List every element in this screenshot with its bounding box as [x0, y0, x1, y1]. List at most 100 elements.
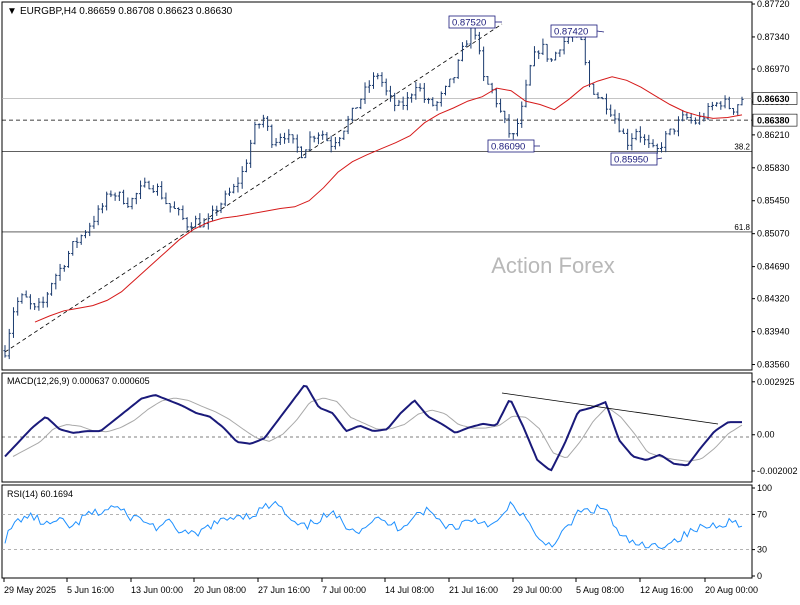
macd-panel-frame [1, 372, 753, 483]
candle [299, 146, 304, 159]
candle [604, 93, 609, 115]
trend-lines [4, 23, 503, 353]
main-panel-frame [1, 1, 753, 371]
candle [304, 149, 308, 159]
candle [617, 112, 621, 133]
candle [338, 137, 342, 147]
candle [524, 79, 528, 108]
candle [100, 203, 105, 214]
candle [736, 104, 740, 116]
candle [672, 128, 676, 135]
macd-line [4, 384, 742, 472]
candle [49, 282, 54, 296]
candle [295, 134, 299, 153]
candle [727, 96, 731, 110]
candle [138, 180, 143, 200]
price-tags: 0.86630 0.86380 [752, 92, 798, 127]
header-arrow-icon: ▼ [7, 6, 17, 17]
candle [71, 241, 75, 256]
price-tick-label: 0.85830 [757, 163, 790, 173]
candle [253, 121, 257, 145]
candle [113, 192, 117, 201]
candle [151, 185, 155, 193]
candle [435, 101, 439, 111]
candle [79, 234, 83, 245]
price-annotation-label: 0.85950 [614, 155, 648, 166]
candle [664, 130, 668, 153]
candle [431, 97, 435, 107]
candle [642, 134, 647, 146]
candlesticks [3, 24, 744, 360]
candle [126, 197, 130, 208]
candle [626, 128, 630, 150]
candle [206, 213, 210, 230]
candle [109, 190, 113, 198]
candle [342, 130, 346, 141]
candle [651, 139, 655, 148]
candle [528, 64, 532, 86]
candle [443, 85, 448, 96]
candle [367, 80, 371, 93]
candle [16, 297, 20, 316]
candle [418, 83, 422, 92]
candle [96, 205, 100, 226]
price-tick-label: 0.83560 [757, 360, 790, 370]
rsi-tick-label: 30 [757, 545, 767, 555]
candle [194, 215, 198, 228]
price-annotation: 0.87420 [550, 24, 605, 38]
time-tick-label: 13 Jun 00:00 [131, 585, 183, 595]
candle [198, 213, 202, 228]
time-axis: 29 May 2025 5 Jun 16:00 13 Jun 00:00 20 Jun… [3, 578, 758, 595]
candle [215, 205, 219, 216]
candle [329, 135, 333, 153]
candle [41, 296, 45, 308]
candle [422, 82, 426, 103]
time-tick-label: 5 Aug 08:00 [576, 585, 624, 595]
candle [384, 78, 388, 96]
support-trendline [4, 23, 503, 353]
candle [210, 205, 215, 222]
candle [520, 101, 524, 128]
candle [592, 83, 596, 95]
price-tick-label: 0.85450 [757, 196, 790, 206]
candle [177, 207, 181, 216]
candle [92, 215, 96, 229]
candle [11, 307, 16, 338]
candle [181, 205, 185, 221]
candle [185, 217, 189, 231]
candle [714, 102, 719, 107]
candle [503, 110, 507, 124]
price-tick-label: 0.87340 [757, 32, 790, 42]
candle [600, 96, 604, 100]
candle [515, 118, 520, 137]
candle [143, 177, 147, 188]
rsi-tick-label: 0 [757, 571, 762, 581]
candle [278, 133, 282, 146]
candle [312, 135, 316, 143]
price-tick-label: 0.86210 [757, 130, 790, 140]
rsi-levels [2, 514, 752, 550]
candle [227, 187, 232, 197]
candle [117, 191, 121, 201]
candle [45, 291, 49, 308]
watermark: Action Forex [491, 253, 615, 278]
candle [397, 99, 401, 106]
price-tick-label: 0.84690 [757, 262, 790, 272]
rsi-line [4, 500, 743, 550]
candle [66, 250, 71, 268]
candle [388, 85, 393, 102]
price-axis: 0.877200.873400.869700.865900.862100.858… [752, 0, 790, 370]
candle [321, 130, 325, 140]
candle [609, 104, 613, 117]
candle [689, 112, 693, 124]
candle [261, 114, 265, 128]
candle [232, 183, 236, 194]
candle [359, 98, 363, 110]
candle [465, 40, 469, 47]
candle [477, 31, 481, 55]
candle [439, 91, 443, 107]
time-tick-label: 12 Aug 16:00 [640, 585, 693, 595]
time-tick-label: 27 Jun 16:00 [258, 585, 310, 595]
candle [147, 180, 151, 190]
price-tag-box [752, 92, 798, 105]
